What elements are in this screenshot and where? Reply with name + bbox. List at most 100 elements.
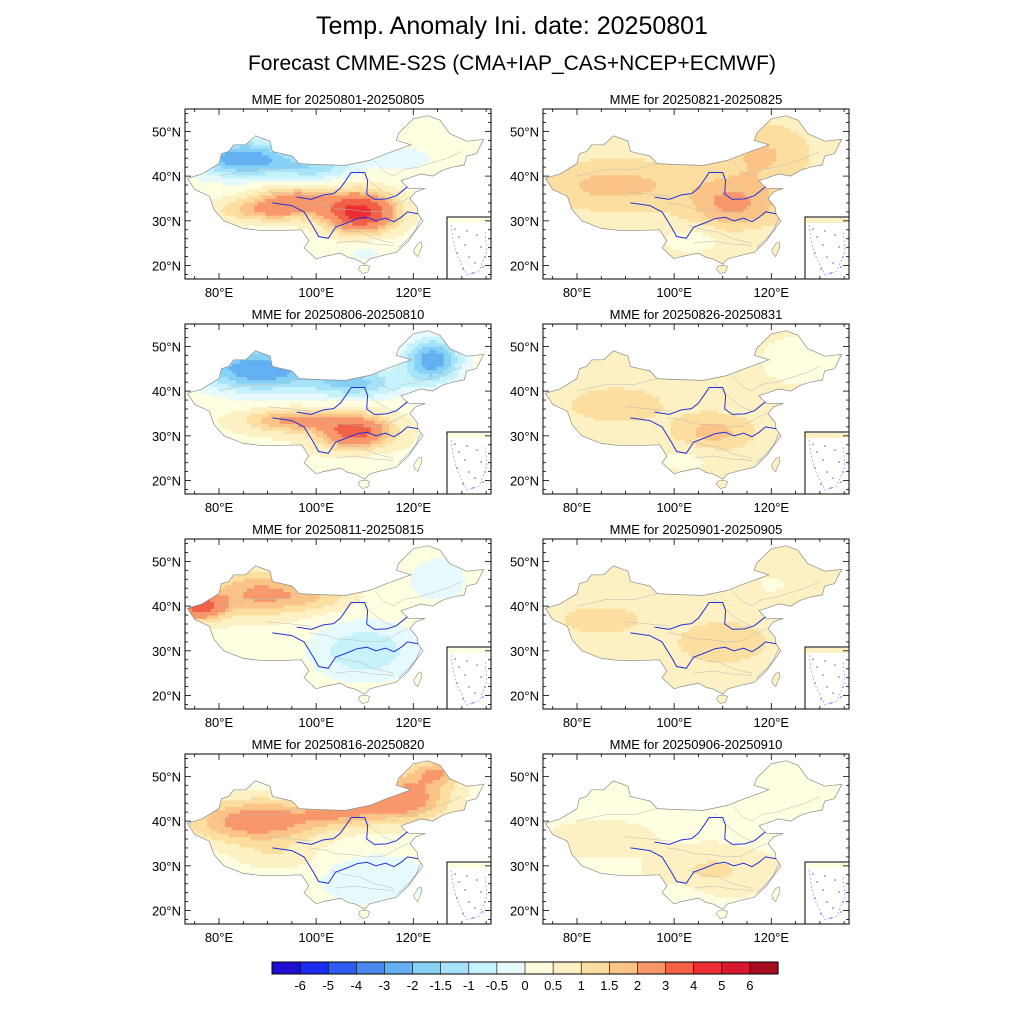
nine-dash-line — [450, 654, 488, 706]
province-line — [354, 597, 395, 627]
island-dot — [840, 911, 842, 913]
lon-tick-label: 120°E — [396, 500, 432, 515]
south-china-sea-inset — [446, 646, 492, 710]
island-dot — [468, 686, 470, 688]
yangtze-river — [630, 847, 777, 884]
yangtze-river — [272, 632, 419, 669]
coastline-detail — [756, 863, 779, 893]
lon-tick-label: 120°E — [396, 930, 432, 945]
province-line — [576, 163, 658, 177]
china-border — [186, 545, 485, 695]
hainan-outline — [716, 479, 728, 489]
province-line — [666, 413, 767, 428]
province-line — [688, 440, 752, 459]
colorbar-label: 1.5 — [600, 978, 618, 993]
lat-tick-label: 40°N — [152, 814, 181, 829]
south-china-sea-inset — [804, 646, 850, 710]
island-dot — [822, 459, 824, 461]
lon-tick-label: 100°E — [656, 500, 692, 515]
lat-tick-label: 20°N — [510, 904, 539, 919]
coastline-detail — [398, 648, 421, 678]
yangtze-river — [272, 847, 419, 884]
yellow-river — [654, 172, 766, 200]
island-dot — [826, 901, 828, 903]
colorbar-label: 0.5 — [544, 978, 562, 993]
hainan-outline — [358, 479, 370, 489]
province-line — [218, 163, 300, 177]
colorbar-swatch — [271, 961, 301, 975]
inset-coast-fill — [806, 863, 848, 868]
colorbar-swatch — [637, 961, 667, 975]
nine-dash-line — [808, 654, 846, 706]
island-dot — [820, 483, 822, 485]
nine-dash-line — [808, 869, 846, 921]
island-dot — [480, 246, 482, 248]
anomaly-field — [187, 330, 484, 489]
lon-tick-label: 80°E — [563, 715, 592, 730]
lat-tick-label: 40°N — [152, 169, 181, 184]
island-dot — [826, 256, 828, 258]
panel-title: MME for 20250806-20250810 — [252, 307, 425, 322]
colorbar-label: -5 — [322, 978, 334, 993]
lat-tick-label: 40°N — [510, 599, 539, 614]
hainan-outline — [358, 909, 370, 919]
island-dot — [838, 891, 840, 893]
island-dot — [830, 272, 832, 274]
lat-tick-label: 50°N — [152, 769, 181, 784]
island-dot — [832, 262, 834, 264]
province-line — [218, 593, 300, 607]
anomaly-field — [187, 115, 484, 274]
island-dot — [468, 471, 470, 473]
taiwan-outline — [771, 456, 781, 473]
yellow-river — [296, 817, 408, 845]
panel-title: MME for 20250906-20250910 — [610, 737, 783, 752]
island-dot — [476, 879, 478, 881]
lat-tick-label: 20°N — [152, 259, 181, 274]
nine-dash-line — [450, 439, 488, 491]
map-panel-5: MME for 20250821-20250825 20°N 30°N 40°N 50°… — [510, 92, 850, 300]
province-line — [267, 621, 312, 627]
panel-title: MME for 20250901-20250905 — [610, 522, 783, 537]
lat-tick-label: 20°N — [152, 689, 181, 704]
island-dot — [824, 875, 826, 877]
island-dot — [462, 483, 464, 485]
province-line — [335, 455, 394, 461]
colorbar-label: -1 — [463, 978, 475, 993]
map-panel-6: MME for 20250826-20250831 20°N 30°N 40°N 50°… — [510, 307, 850, 515]
island-dot — [820, 913, 822, 915]
island-dot — [464, 244, 466, 246]
province-line — [576, 808, 658, 822]
lat-tick-label: 30°N — [510, 429, 539, 444]
south-china-sea-inset — [446, 216, 492, 280]
province-line — [712, 167, 753, 197]
tick-marks — [543, 539, 849, 709]
province-line — [330, 870, 394, 889]
lon-tick-label: 120°E — [754, 285, 790, 300]
island-dot — [482, 481, 484, 483]
island-dot — [824, 230, 826, 232]
province-line — [576, 378, 658, 392]
island-dot — [474, 692, 476, 694]
inset-coast-fill — [806, 648, 848, 653]
colorbar-swatch — [327, 961, 357, 975]
lat-tick-label: 30°N — [510, 644, 539, 659]
province-line — [308, 413, 409, 428]
province-line — [712, 382, 753, 412]
island-dot — [832, 477, 834, 479]
china-border — [544, 115, 843, 265]
island-dot — [832, 907, 834, 909]
south-china-sea-inset — [804, 861, 850, 925]
coastline-detail — [398, 863, 421, 893]
lat-tick-label: 20°N — [152, 904, 181, 919]
map-panel-2: MME for 20250806-20250810 20°N 30°N 40°N 50°… — [152, 307, 492, 515]
anomaly-field — [187, 760, 484, 919]
island-dot — [480, 676, 482, 678]
map-panel-4: MME for 20250816-20250820 20°N 30°N 40°N 50°… — [152, 737, 492, 945]
yangtze-river — [630, 632, 777, 669]
province-line — [625, 191, 670, 197]
south-china-sea-inset — [804, 216, 850, 280]
lon-tick-label: 100°E — [298, 500, 334, 515]
province-line — [330, 655, 394, 674]
island-dot — [480, 461, 482, 463]
province-line — [712, 812, 753, 842]
